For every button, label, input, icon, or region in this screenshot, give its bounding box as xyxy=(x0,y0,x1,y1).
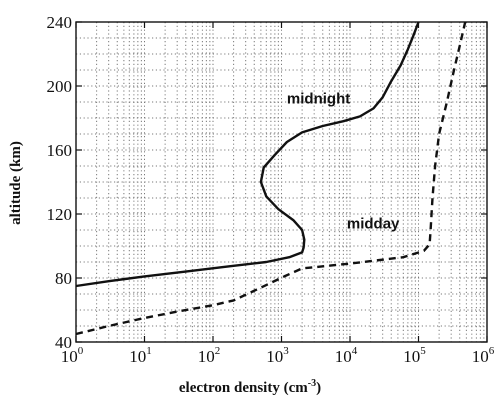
annotation-layer: midnight midday xyxy=(287,91,400,233)
x-tick-label: 105 xyxy=(403,345,426,366)
x-tick-label: 100 xyxy=(61,345,84,366)
x-tick-label: 102 xyxy=(198,345,221,366)
y-tick-label: 160 xyxy=(47,141,73,160)
grid-layer xyxy=(76,22,487,342)
y-tick-label: 40 xyxy=(55,333,72,352)
y-tick-label: 240 xyxy=(47,13,73,32)
y-tick-label: 80 xyxy=(55,269,72,288)
y-axis-title: altitude (km) xyxy=(8,141,24,225)
y-tick-label: 120 xyxy=(47,205,73,224)
series-line-solid xyxy=(75,21,420,288)
series-line-dashed xyxy=(75,21,467,336)
x-tick-label: 103 xyxy=(266,345,289,366)
series-layer xyxy=(75,21,467,336)
series-annotation-midnight: midnight xyxy=(287,91,350,108)
x-tick-label: 106 xyxy=(472,345,495,366)
tick-layer: 100 101 102 103 104 105 106 40 80 120 160 200 240 xyxy=(47,13,495,366)
series-annotation-midday: midday xyxy=(347,215,400,232)
x-axis-title: electron density (cm-3) xyxy=(179,378,321,396)
x-tick-label: 104 xyxy=(335,345,358,366)
x-tick-label: 101 xyxy=(129,345,152,366)
y-tick-label: 200 xyxy=(47,77,73,96)
